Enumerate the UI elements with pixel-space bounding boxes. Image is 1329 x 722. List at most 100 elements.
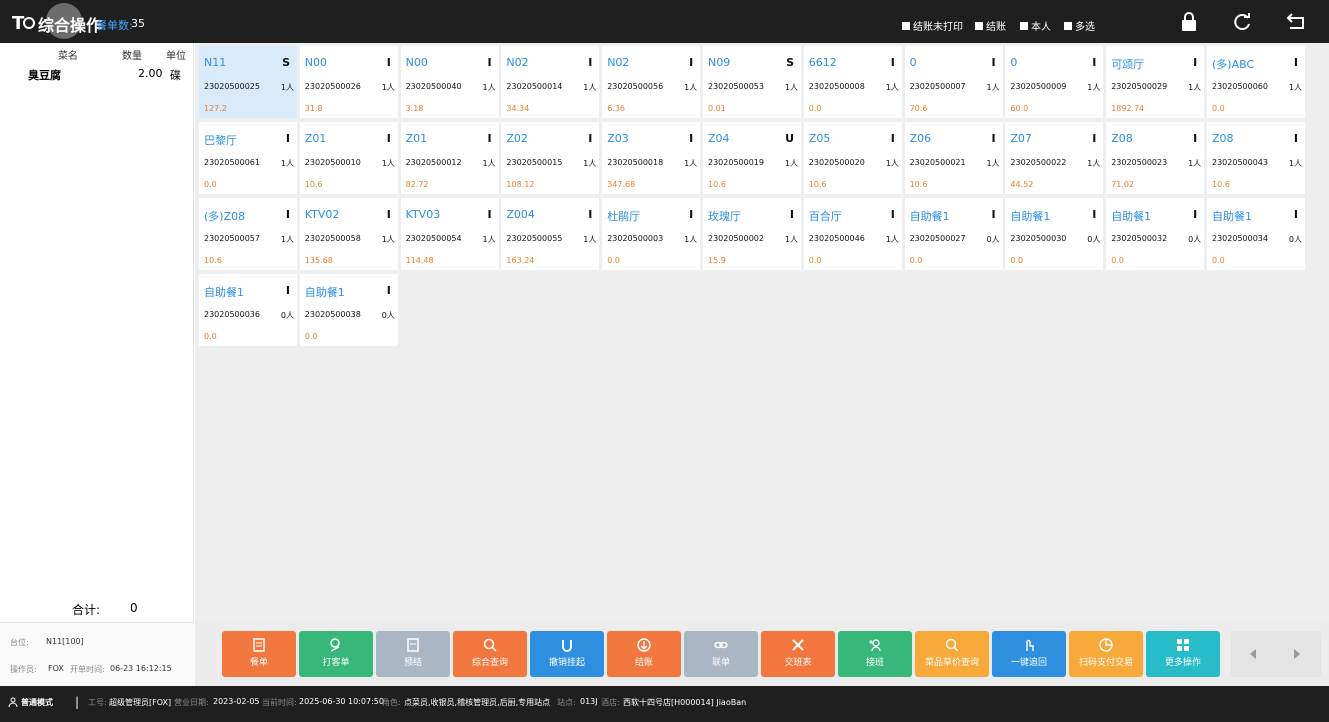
checkbox[interactable] (902, 21, 910, 30)
table-name: (多)Z08 (204, 210, 246, 223)
table-card[interactable]: N02 I 23020500056 1人 6.36 (602, 46, 701, 118)
undo-hold-button[interactable]: 撤销挂起 (530, 631, 604, 677)
more-actions-button[interactable]: 更多操作 (1146, 631, 1220, 677)
table-name: 0 (909, 56, 917, 69)
table-card[interactable]: Z06 I 23020500021 1人 10.6 (904, 122, 1003, 194)
guest-count: 1人 (482, 159, 496, 168)
toolbar-button-label: 一键追回 (1010, 658, 1047, 668)
pre-settle-icon (407, 638, 419, 652)
table-card[interactable]: N02 I 23020500014 1人 34.34 (501, 46, 600, 118)
table-name: N09 (708, 56, 731, 69)
toolbar-button-label: 预结 (403, 658, 422, 668)
table-card[interactable]: 玫瑰厅 I 23020500002 1人 15.9 (703, 198, 801, 270)
guest-count: 1人 (885, 235, 899, 244)
link-order-button[interactable]: 联单 (684, 631, 758, 677)
table-card[interactable]: KTV02 I 23020500058 1人 135.68 (299, 198, 398, 270)
table-card[interactable]: 自助餐1 I 23020500030 0人 0.0 (1005, 198, 1104, 270)
option-checkout[interactable]: 结账 (975, 18, 1006, 33)
table-card[interactable]: Z08 I 23020500043 1人 10.6 (1207, 122, 1305, 194)
price-search-button[interactable]: 菜品草价查询 (915, 631, 989, 677)
table-status: I (1092, 208, 1097, 221)
toolbar-button-label: 综合查询 (471, 658, 508, 668)
table-card[interactable]: (多)ABC I 23020500060 1人 0.0 (1207, 46, 1305, 118)
order-number: 23020500012 (405, 158, 462, 167)
table-card[interactable]: 自助餐1 I 23020500032 0人 0.0 (1106, 198, 1205, 270)
table-status: I (1293, 56, 1298, 69)
table-name: KTV02 (304, 208, 340, 221)
table-card[interactable]: (多)Z08 I 23020500057 1人 10.6 (199, 198, 297, 270)
table-card[interactable]: 0 I 23020500009 1人 60.0 (1005, 46, 1104, 118)
refresh-icon[interactable] (1232, 12, 1252, 32)
next-page-icon[interactable] (1289, 646, 1305, 662)
table-card[interactable]: N00 I 23020500040 1人 3.18 (400, 46, 499, 118)
undo-hold-icon (562, 640, 572, 652)
table-card[interactable]: Z05 I 23020500020 1人 10.6 (803, 122, 902, 194)
guest-count: 0人 (1288, 235, 1302, 244)
order-amount: 0.0 (1111, 256, 1124, 265)
table-card[interactable]: Z08 I 23020500023 1人 71.02 (1106, 122, 1205, 194)
order-amount: 0.0 (607, 256, 620, 265)
table-card[interactable]: 自助餐1 I 23020500034 0人 0.0 (1207, 198, 1305, 270)
option-unprinted-checkout[interactable]: 结账未打印 (902, 18, 963, 33)
search-button[interactable]: 综合查询 (453, 631, 527, 677)
table-card[interactable]: N09 S 23020500053 1人 0.01 (703, 46, 801, 118)
table-card[interactable]: N11 S 23020500025 1人 127.2 (199, 46, 297, 118)
lock-icon[interactable] (1180, 12, 1198, 32)
scan-pay-button[interactable]: 扫码支付交易 (1069, 631, 1143, 677)
table-card[interactable]: 自助餐1 I 23020500038 0人 0.0 (299, 274, 398, 346)
option-multiselect[interactable]: 多选 (1064, 18, 1095, 33)
table-card[interactable]: 0 I 23020500007 1人 70.6 (904, 46, 1003, 118)
table-card[interactable]: 6612 I 23020500008 1人 0.0 (803, 46, 902, 118)
order-number: 23020500027 (909, 234, 966, 243)
guest-count: 1人 (684, 159, 698, 168)
table-card[interactable]: Z01 I 23020500012 1人 82.72 (400, 122, 499, 194)
table-name: 杜鹃厅 (607, 210, 641, 223)
table-name: 百合厅 (808, 210, 842, 223)
mode-label: 普通模式 (21, 698, 53, 707)
prev-page-icon[interactable] (1245, 646, 1261, 662)
checkbox[interactable] (1064, 21, 1072, 30)
table-card[interactable]: 自助餐1 I 23020500027 0人 0.0 (904, 198, 1003, 270)
table-card[interactable]: 可颂厅 I 23020500029 1人 1892.74 (1106, 46, 1205, 118)
table-card[interactable]: 巴黎厅 I 23020500061 1人 0.0 (199, 122, 297, 194)
table-name: Z03 (607, 132, 629, 145)
table-card[interactable]: N00 I 23020500026 1人 31.8 (299, 46, 398, 118)
table-card[interactable]: Z03 I 23020500018 1人 347.68 (602, 122, 701, 194)
recall-button[interactable]: 一键追回 (992, 631, 1066, 677)
print-guest-bill-button[interactable]: 打客单 (299, 631, 373, 677)
table-card[interactable]: Z04 U 23020500019 1人 10.6 (703, 122, 801, 194)
checkbox[interactable] (1020, 21, 1028, 30)
order-number: 23020500046 (808, 234, 865, 243)
order-amount: 31.8 (304, 104, 323, 113)
guest-count: 1人 (381, 235, 395, 244)
guest-count: 1人 (583, 159, 597, 168)
table-card[interactable]: 百合厅 I 23020500046 1人 0.0 (803, 198, 902, 270)
table-card[interactable]: Z02 I 23020500015 1人 108.12 (501, 122, 600, 194)
guest-count: 1人 (1188, 83, 1202, 92)
order-amount: 10.6 (1212, 180, 1230, 189)
checkout-button[interactable]: 结账 (607, 631, 681, 677)
scan-pay-icon (1099, 638, 1113, 652)
hotel-value: 西软十四号店[H000014] JiaoBan (623, 698, 747, 707)
back-icon[interactable] (1286, 12, 1306, 32)
table-card[interactable]: Z01 I 23020500010 1人 10.6 (299, 122, 398, 194)
table-name: N00 (304, 56, 328, 69)
table-card[interactable]: Z004 I 23020500055 1人 163.24 (501, 198, 600, 270)
table-card[interactable]: 自助餐1 I 23020500036 0人 0.0 (199, 274, 297, 346)
order-amount: 0.0 (808, 256, 822, 265)
option-self[interactable]: 本人 (1020, 18, 1051, 33)
toolbar-button-label: 结账 (634, 658, 653, 668)
table-card[interactable]: 杜鹃厅 I 23020500003 1人 0.0 (602, 198, 701, 270)
table-card[interactable]: KTV03 I 23020500054 1人 114.48 (400, 198, 499, 270)
order-number: 23020500002 (708, 234, 764, 243)
guest-count: 1人 (784, 83, 798, 92)
shift-report-button[interactable]: 交班表 (761, 631, 835, 677)
pre-settle-button[interactable]: 预结 (376, 631, 450, 677)
station-value: 013J (580, 697, 598, 706)
menu-button[interactable]: 餐单 (222, 631, 296, 677)
take-shift-button[interactable]: 接班 (838, 631, 912, 677)
order-number: 23020500021 (909, 158, 966, 167)
table-card[interactable]: Z07 I 23020500022 1人 44.52 (1005, 122, 1104, 194)
order-number: 23020500020 (808, 158, 865, 167)
checkbox[interactable] (975, 21, 983, 30)
